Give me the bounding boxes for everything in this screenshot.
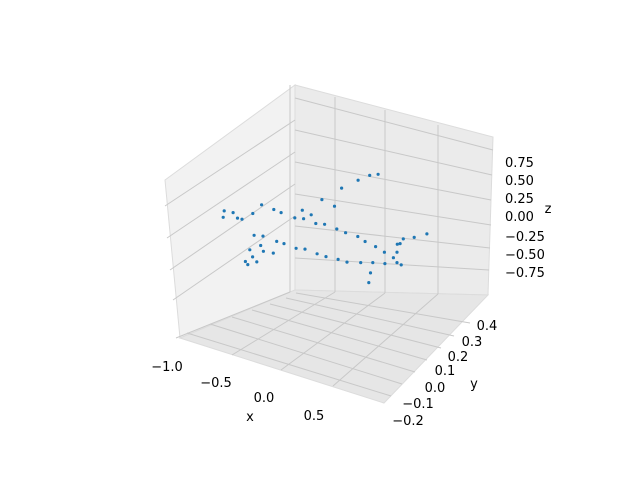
scatter-point <box>340 186 344 190</box>
z-tick-label: −0.50 <box>505 248 545 263</box>
scatter-point <box>243 259 247 264</box>
scatter-point <box>231 211 235 215</box>
scatter-point <box>279 211 283 215</box>
scatter-point <box>251 255 255 259</box>
scatter-point <box>363 239 367 244</box>
scatter-point <box>303 247 307 251</box>
scatter-point <box>222 209 226 213</box>
z-tick-label: −0.25 <box>505 230 545 245</box>
scatter-point <box>282 242 286 246</box>
scatter-point <box>395 250 399 254</box>
z-tick-label: 0.50 <box>505 174 534 189</box>
scatter-point <box>383 262 387 266</box>
scatter-point <box>235 216 240 220</box>
scatter-point <box>294 246 298 250</box>
x-tick-label: −0.5 <box>200 376 232 391</box>
scatter-point <box>367 281 371 285</box>
scatter-point <box>275 239 279 243</box>
y-tick-label: 0.4 <box>477 319 498 334</box>
scatter-point <box>371 261 375 265</box>
x-tick-label: −1.0 <box>151 360 183 375</box>
scatter-point <box>391 256 395 260</box>
y-tick-label: −0.1 <box>402 397 434 412</box>
scatter-point <box>293 216 297 220</box>
y-tick-label: 0.0 <box>425 381 446 396</box>
scatter-point <box>395 261 399 265</box>
scatter-point <box>359 261 363 265</box>
scatter-point <box>398 242 402 246</box>
scatter-point <box>272 207 276 212</box>
scatter-point <box>401 237 405 241</box>
y-axis-label: y <box>470 377 478 392</box>
scatter-point <box>323 222 327 226</box>
scatter-point <box>356 234 360 239</box>
scatter-point <box>314 221 318 226</box>
scatter-point <box>261 249 265 253</box>
scatter-point <box>240 217 244 221</box>
scatter-point <box>376 172 380 176</box>
scatter-point <box>374 245 378 249</box>
scatter-point <box>356 178 360 182</box>
scatter-point <box>320 198 324 202</box>
scatter-point <box>332 204 337 208</box>
y-tick-label: 0.1 <box>435 364 456 379</box>
scatter-point <box>300 208 304 212</box>
y-tick-labels: −0.2 −0.1 0.0 0.1 0.2 0.3 0.4 <box>392 319 497 429</box>
scatter-point <box>261 234 265 238</box>
scatter-point <box>368 173 372 177</box>
scatter-point <box>324 255 328 259</box>
scatter-point <box>412 235 416 239</box>
scatter-point <box>425 232 429 236</box>
z-tick-label: 0.75 <box>505 156 534 171</box>
scatter-point <box>251 211 255 216</box>
scatter-point <box>252 233 256 237</box>
scatter-point <box>382 250 386 254</box>
scatter-point <box>260 203 264 207</box>
scatter-points <box>221 172 429 285</box>
gridlines <box>164 85 494 397</box>
z-tick-label: 0.25 <box>505 192 534 207</box>
y-tick-label: 0.2 <box>448 350 469 365</box>
x-axis-label: x <box>246 410 254 425</box>
scatter-point <box>309 213 313 217</box>
y-tick-label: −0.2 <box>392 414 424 429</box>
scatter-point <box>246 263 250 267</box>
scatter-point <box>302 217 306 221</box>
scatter-point <box>259 243 263 248</box>
z-axis-label: z <box>545 202 552 217</box>
x-tick-label: 0.0 <box>254 391 275 406</box>
z-tick-labels: 0.75 0.50 0.25 0.00 −0.25 −0.50 −0.75 <box>505 156 545 281</box>
y-tick-label: 0.3 <box>462 335 483 350</box>
x-tick-label: 0.5 <box>304 409 325 424</box>
scatter-point <box>345 260 349 264</box>
scatter-point <box>271 251 275 255</box>
x-tick-labels: −1.0 −0.5 0.0 0.5 <box>151 360 324 424</box>
back-pane <box>294 84 494 296</box>
scatter-point <box>248 248 252 252</box>
z-tick-label: 0.00 <box>505 210 534 225</box>
scatter-point <box>221 215 225 219</box>
scatter-point <box>315 252 319 256</box>
z-tick-label: −0.75 <box>505 266 545 281</box>
scatter-point <box>368 271 373 275</box>
scatter-point <box>344 231 348 235</box>
scatter-point <box>336 257 340 261</box>
scatter-point <box>395 242 399 246</box>
scatter-point <box>335 227 339 231</box>
scatter-point <box>255 260 259 264</box>
scatter-point <box>399 263 403 267</box>
